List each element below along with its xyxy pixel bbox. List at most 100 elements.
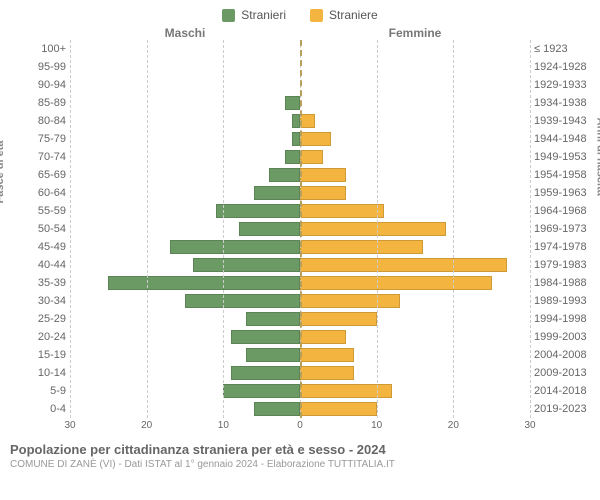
x-axis: 3020100102030 — [0, 418, 600, 436]
bar-slot — [70, 310, 300, 328]
age-label: 65-69 — [10, 166, 66, 184]
bar-slot — [70, 166, 300, 184]
female-bar — [300, 150, 323, 164]
age-label: 35-39 — [10, 274, 66, 292]
male-bar — [292, 114, 300, 128]
y-axis-label-right: Anni di nascita — [594, 118, 600, 196]
male-bar — [254, 402, 300, 416]
x-tick-label: 10 — [218, 420, 229, 431]
bar-slot — [300, 364, 530, 382]
bar-slot — [300, 310, 530, 328]
bar-slot — [300, 94, 530, 112]
female-bar — [300, 240, 423, 254]
x-tick-label: 20 — [141, 420, 152, 431]
x-tick-label: 20 — [448, 420, 459, 431]
female-bars — [300, 40, 530, 418]
bar-slot — [70, 274, 300, 292]
bar-slot — [70, 112, 300, 130]
female-bar — [300, 258, 507, 272]
bar-slot — [70, 202, 300, 220]
birth-year-label: 1944-1948 — [534, 130, 590, 148]
male-bar — [185, 294, 300, 308]
bar-slot — [70, 382, 300, 400]
age-label: 100+ — [10, 40, 66, 58]
age-label: 90-94 — [10, 76, 66, 94]
birth-year-label: 1984-1988 — [534, 274, 590, 292]
age-label: 70-74 — [10, 148, 66, 166]
age-label: 25-29 — [10, 310, 66, 328]
male-bar — [292, 132, 300, 146]
female-bar — [300, 402, 377, 416]
center-divider — [300, 40, 302, 418]
bar-slot — [300, 346, 530, 364]
bar-slot — [300, 328, 530, 346]
age-label: 5-9 — [10, 382, 66, 400]
bar-slot — [70, 364, 300, 382]
birth-year-label: 2009-2013 — [534, 364, 590, 382]
bar-slot — [70, 238, 300, 256]
age-label: 15-19 — [10, 346, 66, 364]
age-label: 95-99 — [10, 58, 66, 76]
age-label: 75-79 — [10, 130, 66, 148]
female-bar — [300, 312, 377, 326]
x-tick-label: 10 — [371, 420, 382, 431]
birth-year-label: 2014-2018 — [534, 382, 590, 400]
bar-slot — [300, 130, 530, 148]
age-label: 40-44 — [10, 256, 66, 274]
header-right: Femmine — [300, 26, 530, 40]
female-bar — [300, 168, 346, 182]
bar-slot — [300, 112, 530, 130]
birth-year-label: 1974-1978 — [534, 238, 590, 256]
birth-year-label: 2004-2008 — [534, 346, 590, 364]
x-axis-ticks: 3020100102030 — [70, 420, 530, 436]
age-label: 10-14 — [10, 364, 66, 382]
age-label: 45-49 — [10, 238, 66, 256]
x-tick-label: 30 — [64, 420, 75, 431]
legend-label-male: Stranieri — [241, 8, 286, 22]
legend-swatch-male — [222, 9, 235, 22]
legend-item-female: Straniere — [310, 8, 378, 22]
column-headers: Maschi Femmine — [0, 26, 600, 40]
bar-slot — [300, 292, 530, 310]
age-label: 0-4 — [10, 400, 66, 418]
male-bar — [231, 366, 300, 380]
male-bar — [108, 276, 300, 290]
bar-slot — [70, 94, 300, 112]
female-bar — [300, 114, 315, 128]
bar-slot — [300, 274, 530, 292]
chart-area: Fasce di età Anni di nascita 100+95-9990… — [0, 40, 600, 418]
age-label: 55-59 — [10, 202, 66, 220]
legend: Stranieri Straniere — [0, 0, 600, 26]
bar-slot — [70, 220, 300, 238]
bar-slot — [70, 184, 300, 202]
birth-year-label: 1979-1983 — [534, 256, 590, 274]
male-bar — [231, 330, 300, 344]
bar-slot — [70, 76, 300, 94]
birth-year-label: 1969-1973 — [534, 220, 590, 238]
birth-year-labels: ≤ 19231924-19281929-19331934-19381939-19… — [530, 40, 590, 418]
bar-slot — [70, 40, 300, 58]
plot-area — [70, 40, 530, 418]
age-label: 85-89 — [10, 94, 66, 112]
male-bar — [285, 150, 300, 164]
bar-slot — [300, 76, 530, 94]
birth-year-label: 1999-2003 — [534, 328, 590, 346]
birth-year-label: 1939-1943 — [534, 112, 590, 130]
birth-year-label: 1959-1963 — [534, 184, 590, 202]
male-bar — [246, 348, 300, 362]
birth-year-label: 1954-1958 — [534, 166, 590, 184]
female-bar — [300, 276, 492, 290]
age-label: 60-64 — [10, 184, 66, 202]
legend-label-female: Straniere — [329, 8, 378, 22]
bar-slot — [70, 328, 300, 346]
female-bar — [300, 330, 346, 344]
birth-year-label: ≤ 1923 — [534, 40, 590, 58]
bar-slot — [300, 166, 530, 184]
age-label: 50-54 — [10, 220, 66, 238]
birth-year-label: 1929-1933 — [534, 76, 590, 94]
bar-slot — [70, 148, 300, 166]
legend-item-male: Stranieri — [222, 8, 286, 22]
bar-slot — [300, 400, 530, 418]
bar-slot — [300, 40, 530, 58]
bar-slot — [300, 256, 530, 274]
